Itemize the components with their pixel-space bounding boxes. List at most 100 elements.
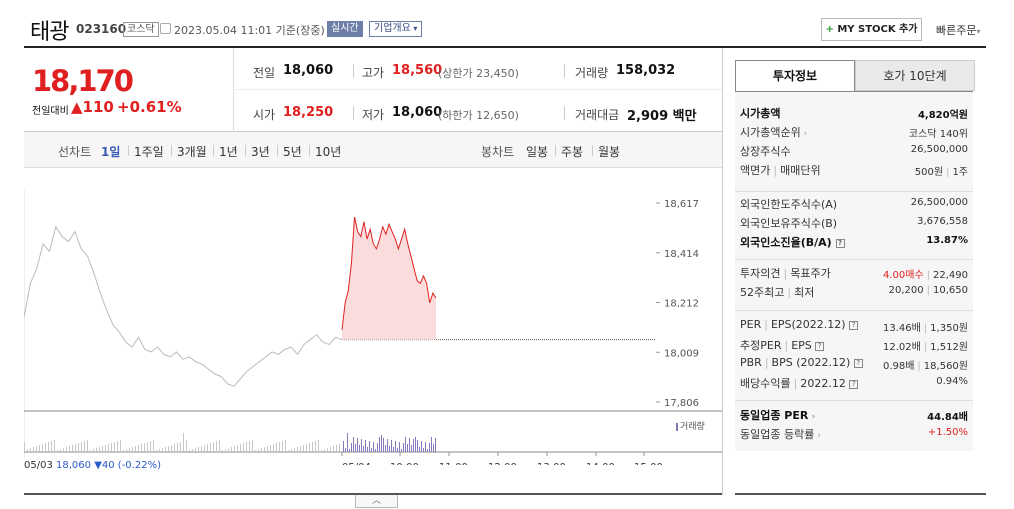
volume-bar bbox=[339, 444, 340, 452]
stock-name: 태광 bbox=[30, 20, 69, 45]
volume-bar bbox=[63, 448, 64, 452]
volume-bar bbox=[427, 449, 428, 452]
tab-candle-0[interactable]: 일봉 bbox=[526, 145, 549, 159]
divider bbox=[564, 64, 565, 78]
volume-bar bbox=[93, 449, 94, 452]
volume-bar bbox=[174, 444, 175, 452]
info-label: 외국인한도주식수(A) bbox=[740, 198, 838, 211]
divider bbox=[353, 106, 354, 120]
add-my-stock-button[interactable]: + MY STOCK 추가 bbox=[821, 18, 922, 41]
tab-period-1[interactable]: 1주일 bbox=[134, 145, 164, 159]
info-value: 4.00매수 | 22,490 bbox=[882, 270, 968, 281]
tab-orderbook[interactable]: 호가 10단계 bbox=[855, 60, 975, 91]
volume-bar bbox=[66, 447, 67, 452]
tab-investment-info[interactable]: 투자정보 bbox=[735, 60, 855, 91]
info-label[interactable]: 동일업종 PER › bbox=[740, 409, 816, 422]
volume-bar bbox=[421, 441, 422, 452]
tab-candle-2[interactable]: 월봉 bbox=[598, 145, 621, 159]
volume-bar bbox=[435, 438, 436, 452]
volume-bar bbox=[231, 447, 232, 452]
change-label: 전일대비 bbox=[32, 106, 69, 117]
volume-bar bbox=[365, 440, 366, 452]
volume-bar bbox=[36, 446, 37, 452]
price-chart[interactable]: 18,617 18,414 18,212 18,009 17,806 05/04 10:00… bbox=[24, 190, 722, 465]
volume-bar bbox=[415, 437, 416, 452]
volume-bar bbox=[153, 440, 154, 452]
divider bbox=[564, 106, 565, 120]
volume-bar bbox=[385, 445, 386, 452]
volume-bar bbox=[252, 440, 253, 452]
info-label[interactable]: 동일업종 등락률 › bbox=[740, 428, 821, 441]
tab-period-2[interactable]: 3개월 bbox=[177, 145, 207, 159]
volume-bar bbox=[261, 448, 262, 452]
volume-bar bbox=[33, 447, 34, 452]
volume-bar bbox=[69, 446, 70, 452]
chevron-down-icon: ▾ bbox=[976, 27, 981, 36]
volume-bar bbox=[150, 441, 151, 452]
volume-bar bbox=[189, 450, 190, 452]
volume-bar bbox=[180, 442, 181, 452]
tab-period-4[interactable]: 3년 bbox=[251, 145, 270, 159]
volume-bar bbox=[207, 444, 208, 452]
volume-bar bbox=[141, 444, 142, 452]
volume-bar bbox=[405, 437, 406, 452]
info-label: 시가총액 bbox=[740, 107, 781, 120]
y-tick-label: 18,414 bbox=[664, 249, 699, 260]
tab-divider bbox=[213, 145, 214, 156]
question-icon[interactable]: ? bbox=[835, 238, 845, 248]
tab-period-3[interactable]: 1년 bbox=[219, 145, 238, 159]
question-icon[interactable]: ? bbox=[849, 379, 859, 389]
clock-icon bbox=[160, 23, 171, 34]
quick-order-menu[interactable]: 빠른주문▾ bbox=[936, 22, 981, 38]
volume-bar bbox=[102, 446, 103, 452]
volume-bar bbox=[237, 445, 238, 452]
volume-bar bbox=[48, 442, 49, 452]
volume-bar bbox=[379, 437, 380, 452]
volume-bar bbox=[297, 447, 298, 452]
tab-divider bbox=[309, 145, 310, 156]
question-icon[interactable]: ? bbox=[849, 320, 859, 330]
volume-value: 158,032 bbox=[616, 63, 676, 78]
arrow-up-icon[interactable]: ︿ bbox=[355, 495, 398, 508]
volume-bar bbox=[285, 440, 286, 452]
volume-bar bbox=[270, 445, 271, 452]
info-value: 500원 | 1주 bbox=[914, 167, 968, 178]
volume-bar bbox=[312, 442, 313, 452]
info-value: 코스닥 140위 bbox=[908, 129, 968, 140]
tab-candle-1[interactable]: 주봉 bbox=[561, 145, 584, 159]
quick-order-label: 빠른주문 bbox=[936, 24, 977, 37]
info-label: 투자의견 | 목표주가 bbox=[740, 267, 831, 280]
volume-bar bbox=[87, 440, 88, 452]
volume-bar bbox=[318, 440, 319, 452]
volume-bar bbox=[45, 443, 46, 452]
info-label: PER | EPS(2022.12) ? bbox=[740, 318, 859, 331]
company-info-dropdown[interactable]: 기업개요 ▾ bbox=[369, 21, 423, 37]
volume-bar bbox=[54, 440, 55, 452]
volume-bar bbox=[165, 447, 166, 452]
low-label: 저가 bbox=[362, 108, 385, 122]
info-value: 26,500,000 bbox=[910, 197, 968, 208]
tab-divider bbox=[592, 145, 593, 156]
tab-period-5[interactable]: 5년 bbox=[283, 145, 302, 159]
tab-divider bbox=[277, 145, 278, 156]
volume-bar bbox=[267, 446, 268, 452]
investment-info-panel bbox=[735, 91, 973, 451]
tab-period-0[interactable]: 1일 bbox=[101, 145, 121, 159]
series-today-area bbox=[342, 216, 436, 340]
x-tick-label: 05/04 bbox=[342, 462, 371, 465]
volume-bar bbox=[367, 447, 368, 452]
info-label: 외국인보유주식수(B) bbox=[740, 217, 838, 230]
volume-bar bbox=[132, 447, 133, 452]
realtime-button[interactable]: 실시간 bbox=[327, 21, 363, 37]
question-icon[interactable]: ? bbox=[815, 341, 825, 351]
info-label: 52주최고 | 최저 bbox=[740, 286, 815, 299]
volume-bar bbox=[204, 445, 205, 452]
chart-bottom-divider bbox=[24, 493, 722, 495]
volume-bar bbox=[395, 441, 396, 452]
volume-bar bbox=[129, 448, 130, 452]
volume-bar bbox=[294, 448, 295, 452]
tab-period-6[interactable]: 10년 bbox=[315, 145, 342, 159]
info-label[interactable]: 시가총액순위 › bbox=[740, 126, 808, 139]
question-icon[interactable]: ? bbox=[853, 358, 863, 368]
prev-day-close: 18,060 bbox=[56, 460, 92, 471]
